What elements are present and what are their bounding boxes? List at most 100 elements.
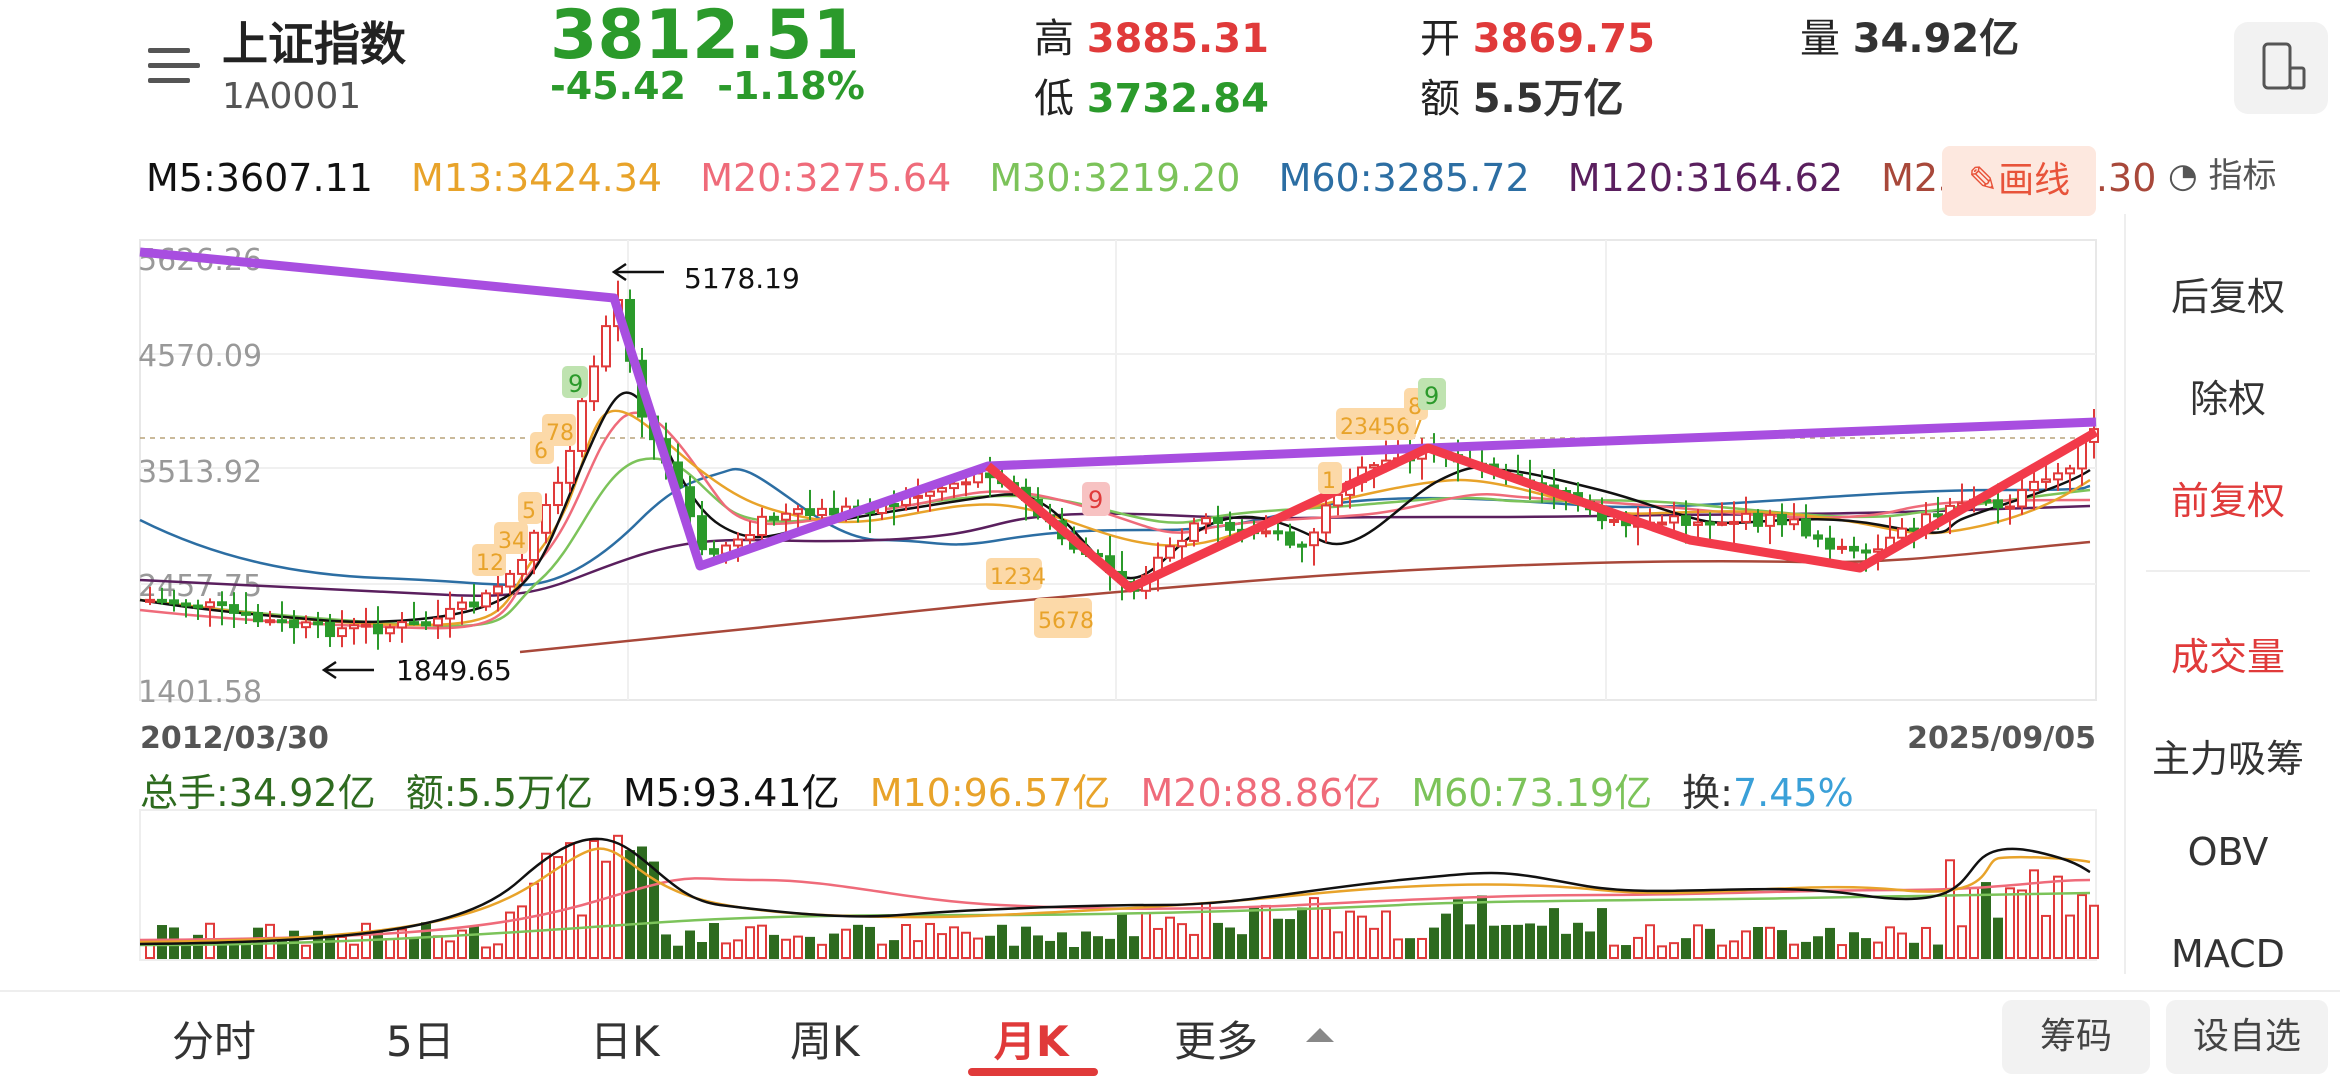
candle — [733, 538, 743, 547]
volume-bar — [1057, 932, 1067, 959]
candle — [949, 482, 959, 490]
high-stat: 高 3885.31 — [1034, 16, 1269, 62]
landscape-toggle-button[interactable] — [2234, 22, 2328, 114]
side-item-main-accumulation[interactable]: 主力吸筹 — [2151, 737, 2304, 781]
draw-line-button[interactable]: ✎画线 — [1942, 146, 2096, 216]
candle — [1861, 549, 1871, 554]
candle — [301, 621, 311, 629]
volume-bar — [1561, 933, 1571, 960]
svg-text:12: 12 — [476, 551, 504, 576]
candle — [805, 508, 815, 516]
volume-bar — [769, 934, 779, 960]
volume-bar — [1117, 913, 1127, 960]
volume-bar — [1405, 938, 1415, 960]
volume-bar — [697, 941, 707, 960]
volume-bar — [1657, 945, 1667, 959]
side-item-ex-rights[interactable]: 除权 — [2189, 377, 2266, 421]
volume-bar — [2053, 875, 2063, 959]
volume-bar — [1861, 938, 1871, 960]
candle — [505, 572, 515, 588]
add-watchlist-button[interactable]: 设自选 — [2166, 1000, 2328, 1074]
volume-bar — [1537, 925, 1547, 960]
volume-bar — [661, 934, 671, 960]
candle — [769, 515, 779, 521]
volume-bar — [1633, 936, 1643, 960]
volume-bar — [709, 923, 719, 959]
volume-bar — [445, 940, 455, 959]
volume-bar — [2029, 869, 2039, 959]
candle — [1801, 518, 1811, 537]
ma13-label: M13:3424.34 — [411, 156, 663, 200]
signal-badge-5: 5 — [518, 492, 542, 524]
y-label-5: 1401.58 — [138, 675, 262, 710]
volume-legend: 总手:34.92亿 额:5.5万亿 M5:93.41亿 M10:96.57亿 M… — [140, 762, 1872, 817]
volume-bar — [529, 882, 539, 960]
candle — [1165, 545, 1175, 559]
candle — [2029, 480, 2039, 492]
indicator-button[interactable]: ◔ 指标 — [2168, 156, 2277, 196]
volume-bar — [2041, 914, 2051, 960]
side-item-macd[interactable]: MACD — [2171, 932, 2285, 974]
candle — [1789, 518, 1799, 526]
side-item-volume[interactable]: 成交量 — [2170, 635, 2285, 679]
volume-bar — [889, 940, 899, 959]
candle — [481, 592, 491, 608]
tab-intraday[interactable]: 分时 — [172, 1017, 257, 1066]
candle — [1189, 522, 1199, 542]
candle — [1669, 515, 1679, 524]
change-value: -45.42 — [550, 64, 686, 108]
caret-up-icon[interactable] — [1306, 1028, 1334, 1042]
volume-bar — [1309, 897, 1319, 959]
side-item-forward-adjust[interactable]: 前复权 — [2170, 479, 2285, 523]
volume-bar — [1693, 924, 1703, 960]
volume-bar — [1957, 925, 1967, 960]
volume-bar — [1237, 934, 1247, 960]
peak-label: 5178.19 — [684, 262, 800, 295]
kline-chart[interactable]: 5626.26 4570.09 3513.92 2457.75 1401.58 … — [0, 0, 2120, 990]
candle — [565, 449, 575, 484]
volume-bar — [493, 943, 503, 960]
candle — [577, 400, 587, 452]
volume-frame — [139, 809, 2097, 961]
volume-bar — [985, 935, 995, 959]
volume-bar — [1093, 936, 1103, 960]
volume-bar — [925, 922, 935, 959]
candle — [457, 601, 467, 610]
volume-bar — [1213, 922, 1223, 960]
candle — [337, 627, 347, 638]
volume-bar — [913, 940, 923, 959]
volume-bar — [1177, 923, 1187, 959]
menu-icon[interactable] — [148, 44, 200, 88]
svg-text:9: 9 — [1424, 382, 1439, 410]
tab-monthly-k[interactable]: 月K — [994, 1017, 1069, 1066]
candle — [1321, 504, 1331, 534]
candle — [385, 626, 395, 635]
volume-bar — [1801, 941, 1811, 959]
tab-daily-k[interactable]: 日K — [590, 1017, 660, 1066]
tab-5day[interactable]: 5日 — [386, 1017, 455, 1066]
candle — [1201, 517, 1211, 525]
volume-bar — [2089, 904, 2099, 959]
volume-bar — [1249, 907, 1259, 959]
volume-bar — [1273, 918, 1283, 960]
tab-more[interactable]: 更多 — [1174, 1017, 1259, 1066]
volume-bar — [589, 839, 599, 960]
candle — [1837, 545, 1847, 550]
candle — [289, 619, 299, 629]
volume-bar — [853, 924, 863, 960]
vol-ma5-line — [139, 837, 2091, 946]
tab-weekly-k[interactable]: 周K — [790, 1017, 860, 1066]
volume-bar — [565, 842, 575, 960]
high-value: 3885.31 — [1086, 16, 1269, 62]
volume-bar — [1261, 904, 1271, 960]
red-trend-line — [985, 428, 2099, 593]
candle — [781, 512, 791, 521]
side-item-obv[interactable]: OBV — [2187, 830, 2269, 874]
candle — [1609, 518, 1619, 523]
volume-bar — [1885, 926, 1895, 959]
volume-bar — [505, 911, 515, 959]
candle — [553, 481, 563, 507]
chips-button[interactable]: 筹码 — [2002, 1000, 2150, 1074]
side-item-backward-adjust[interactable]: 后复权 — [2170, 275, 2285, 319]
end-date: 2025/09/05 — [1907, 721, 2096, 756]
